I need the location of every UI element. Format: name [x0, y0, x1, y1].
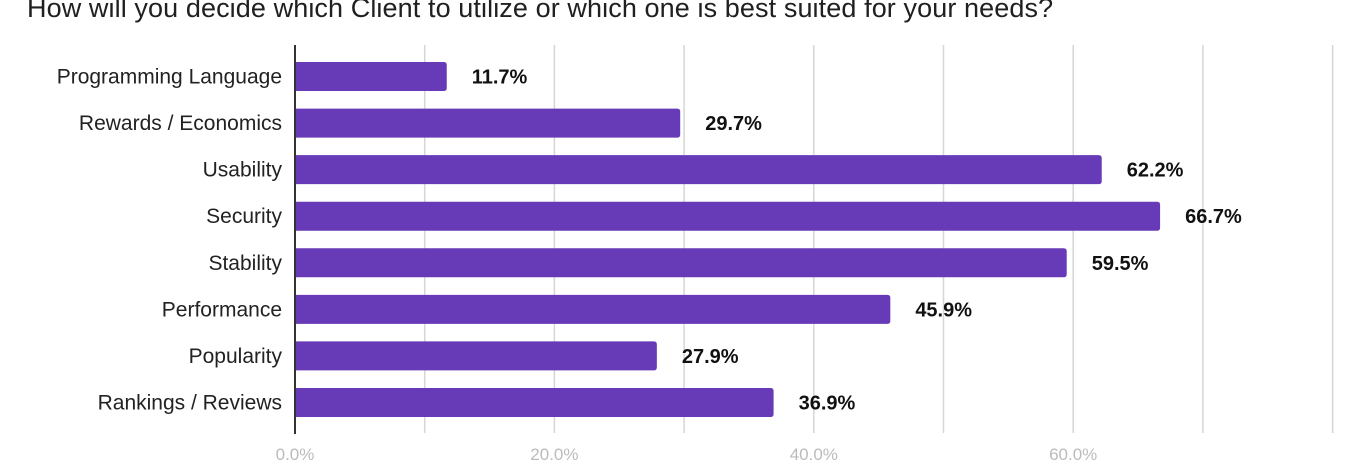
data-label: 36.9% [799, 392, 856, 414]
x-tick-label: 40.0% [790, 445, 838, 460]
chart-title: How will you decide which Client to util… [27, 0, 1054, 23]
bar [294, 108, 681, 138]
data-label: 66.7% [1185, 206, 1242, 228]
bar [295, 155, 1102, 185]
category-label: Security [206, 205, 282, 228]
category-label: Programming Language [57, 66, 282, 89]
x-tick-label: 20.0% [530, 445, 578, 460]
category-label: Rankings / Reviews [98, 391, 282, 414]
category-label: Performance [162, 298, 282, 321]
data-label: 27.9% [682, 346, 739, 368]
category-label: Usability [203, 159, 283, 182]
x-tick-label: 60.0% [1049, 445, 1097, 460]
data-label: 59.5% [1092, 253, 1149, 275]
data-label: 29.7% [705, 113, 762, 135]
bar [295, 201, 1161, 231]
bar [295, 248, 1067, 278]
category-label: Rewards / Economics [79, 112, 282, 135]
category-label: Stability [208, 252, 282, 275]
bar [295, 387, 774, 417]
bar [295, 341, 657, 371]
category-label: Popularity [189, 345, 283, 368]
data-label: 45.9% [915, 299, 972, 321]
data-label: 62.2% [1127, 160, 1184, 182]
bar [295, 62, 447, 91]
x-tick-label: 0.0% [276, 445, 315, 460]
bar [295, 294, 891, 324]
data-label: 11.7% [472, 67, 528, 89]
